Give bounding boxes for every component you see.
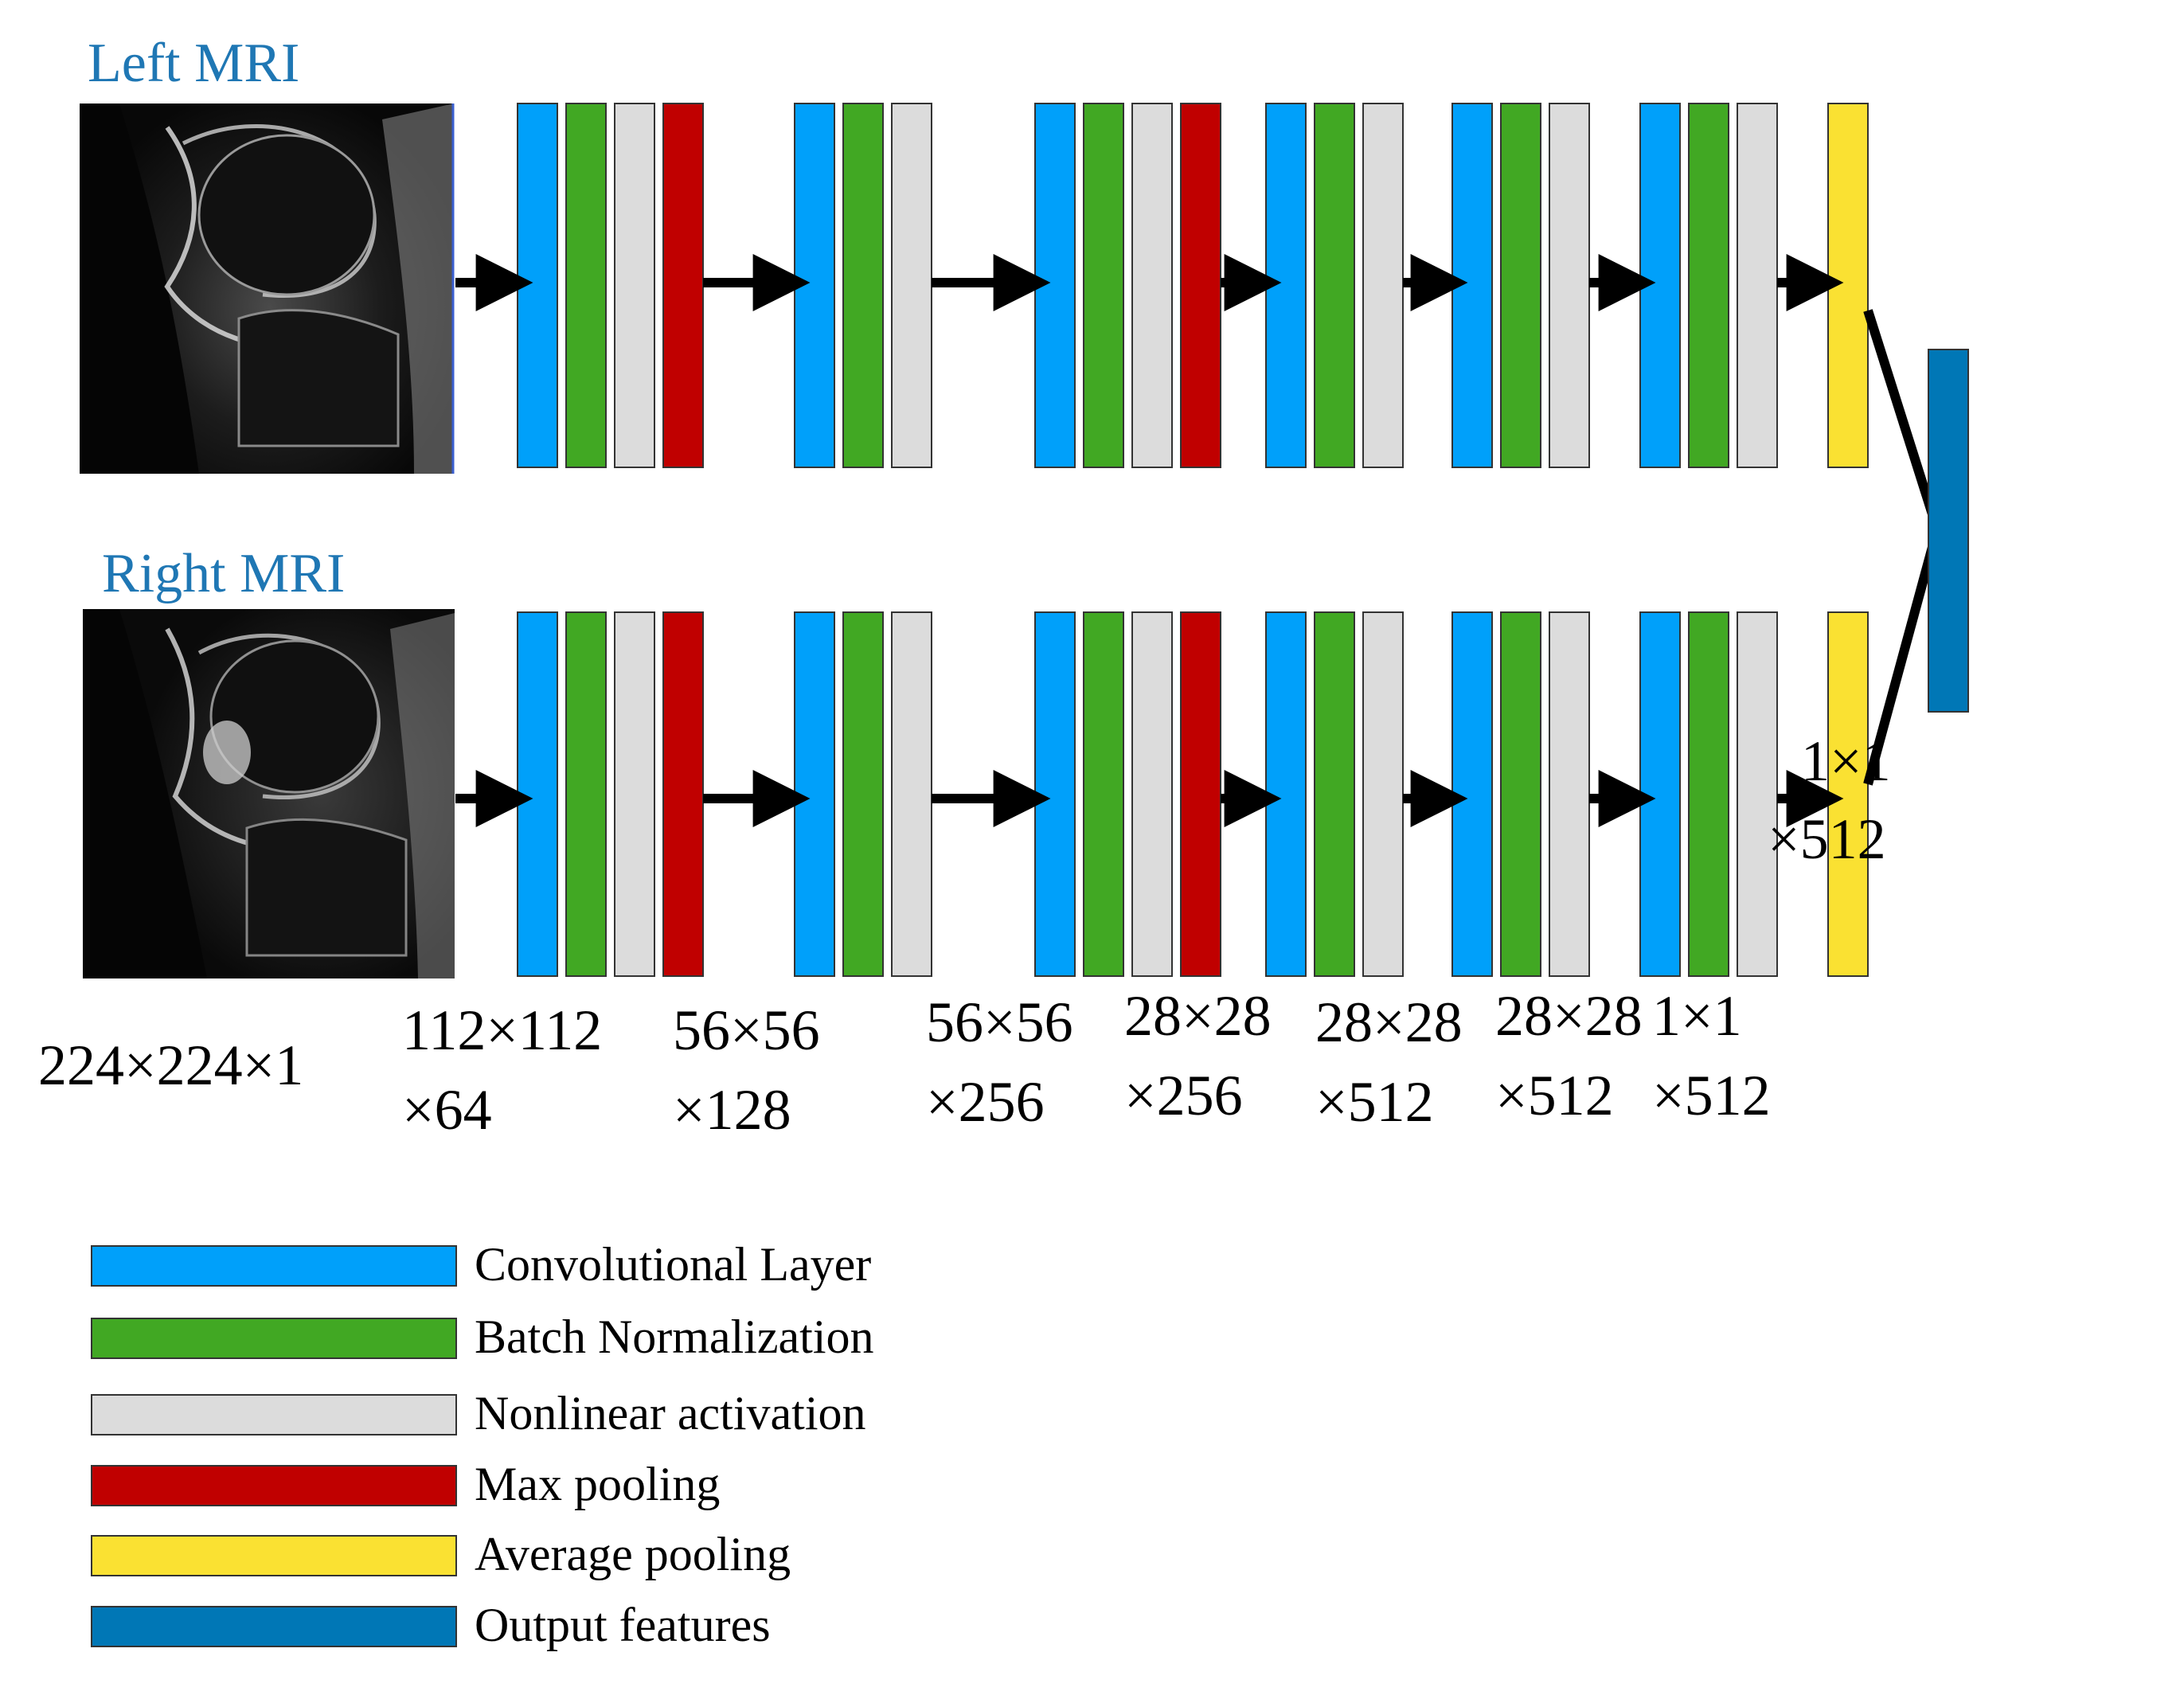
- legend-swatch-bn: [91, 1318, 457, 1359]
- conv-layer-right-1: [517, 611, 558, 977]
- conv-layer-right-3: [1034, 611, 1076, 977]
- activation-layer-left-5: [1549, 103, 1590, 468]
- legend-swatch-conv: [91, 1245, 457, 1287]
- fusion-line-bottom: [1863, 528, 1942, 786]
- stage-dim-2-line2: ×128: [673, 1078, 791, 1142]
- conv-layer-left-2: [794, 103, 835, 468]
- stage-dim-7-line2: ×512: [1652, 1064, 1771, 1127]
- legend-swatch-act: [91, 1394, 457, 1435]
- conv-layer-right-6: [1639, 611, 1681, 977]
- batchnorm-layer-left-2: [842, 103, 884, 468]
- maxpool-layer-right-3: [1180, 611, 1221, 977]
- stage-dim-4-line2: ×256: [1124, 1064, 1243, 1127]
- input-dim-label: 224×224×1: [38, 1033, 303, 1097]
- activation-layer-right-1: [614, 611, 655, 977]
- batchnorm-layer-left-1: [565, 103, 607, 468]
- legend-label-avgpool: Average pooling: [475, 1528, 791, 1580]
- stage-dim-1-line2: ×64: [402, 1078, 492, 1142]
- activation-layer-right-6: [1737, 611, 1778, 977]
- conv-layer-left-1: [517, 103, 558, 468]
- activation-layer-left-1: [614, 103, 655, 468]
- conv-layer-right-2: [794, 611, 835, 977]
- batchnorm-layer-left-5: [1500, 103, 1541, 468]
- stage-dim-3-line1: 56×56: [926, 990, 1073, 1054]
- activation-layer-left-2: [891, 103, 932, 468]
- legend-label-conv: Convolutional Layer: [475, 1238, 871, 1291]
- stage-dim-2-line1: 56×56: [673, 998, 820, 1062]
- legend-swatch-avgpool: [91, 1535, 457, 1576]
- flow-arrows: [455, 254, 1844, 827]
- left-mri-image: [80, 104, 455, 474]
- fusion-line-top: [1863, 309, 1942, 531]
- avgpool-dim-line2: ×512: [1768, 807, 1886, 871]
- maxpool-layer-left-3: [1180, 103, 1221, 468]
- stage-dim-1-line1: 112×112: [402, 998, 602, 1062]
- legend-swatch-output: [91, 1606, 457, 1647]
- batchnorm-layer-right-6: [1688, 611, 1729, 977]
- layer-blocks: [517, 103, 1869, 977]
- stage-dim-6-line1: 28×28: [1495, 984, 1643, 1048]
- avgpool-dim-line1: 1×1: [1801, 729, 1891, 793]
- batchnorm-layer-right-4: [1314, 611, 1355, 977]
- batchnorm-layer-left-6: [1688, 103, 1729, 468]
- stage-dim-5-line2: ×512: [1315, 1070, 1434, 1134]
- avgpool-layer-left-7: [1827, 103, 1869, 468]
- activation-layer-right-5: [1549, 611, 1590, 977]
- right-mri-image: [83, 609, 455, 978]
- conv-layer-left-5: [1451, 103, 1493, 468]
- right-mri-title: Right MRI: [102, 543, 345, 604]
- stage-dim-5-line1: 28×28: [1315, 990, 1463, 1054]
- batchnorm-layer-right-3: [1083, 611, 1124, 977]
- legend-label-bn: Batch Normalization: [475, 1310, 874, 1363]
- batchnorm-layer-left-4: [1314, 103, 1355, 468]
- left-mri-title: Left MRI: [88, 33, 299, 94]
- dimension-labels: 112×112 ×64 56×56 ×128 56×56 ×256 28×28 ×256 28×…: [402, 984, 1771, 1142]
- activation-layer-left-3: [1131, 103, 1173, 468]
- batchnorm-layer-right-1: [565, 611, 607, 977]
- conv-layer-right-4: [1265, 611, 1307, 977]
- conv-layer-left-4: [1265, 103, 1307, 468]
- activation-layer-left-6: [1737, 103, 1778, 468]
- maxpool-layer-left-1: [662, 103, 704, 468]
- conv-layer-left-3: [1034, 103, 1076, 468]
- activation-layer-right-4: [1362, 611, 1404, 977]
- stage-dim-4-line1: 28×28: [1124, 984, 1272, 1048]
- batchnorm-layer-left-3: [1083, 103, 1124, 468]
- output-features-block: [1928, 349, 1969, 713]
- conv-layer-left-6: [1639, 103, 1681, 468]
- legend-label-output: Output features: [475, 1599, 771, 1651]
- activation-layer-right-2: [891, 611, 932, 977]
- batchnorm-layer-right-2: [842, 611, 884, 977]
- conv-layer-right-5: [1451, 611, 1493, 977]
- legend-swatch-maxpool: [91, 1465, 457, 1506]
- activation-layer-right-3: [1131, 611, 1173, 977]
- stage-dim-3-line2: ×256: [926, 1070, 1045, 1134]
- legend-label-maxpool: Max pooling: [475, 1458, 720, 1510]
- avgpool-layer-right-7: [1827, 611, 1869, 977]
- activation-layer-left-4: [1362, 103, 1404, 468]
- legend-label-act: Nonlinear activation: [475, 1387, 865, 1439]
- stage-dim-6-line2: ×512: [1495, 1064, 1614, 1127]
- legend: Convolutional Layer Batch Normalization No…: [91, 1238, 874, 1651]
- maxpool-layer-right-1: [662, 611, 704, 977]
- batchnorm-layer-right-5: [1500, 611, 1541, 977]
- stage-dim-7-line1: 1×1: [1652, 984, 1742, 1048]
